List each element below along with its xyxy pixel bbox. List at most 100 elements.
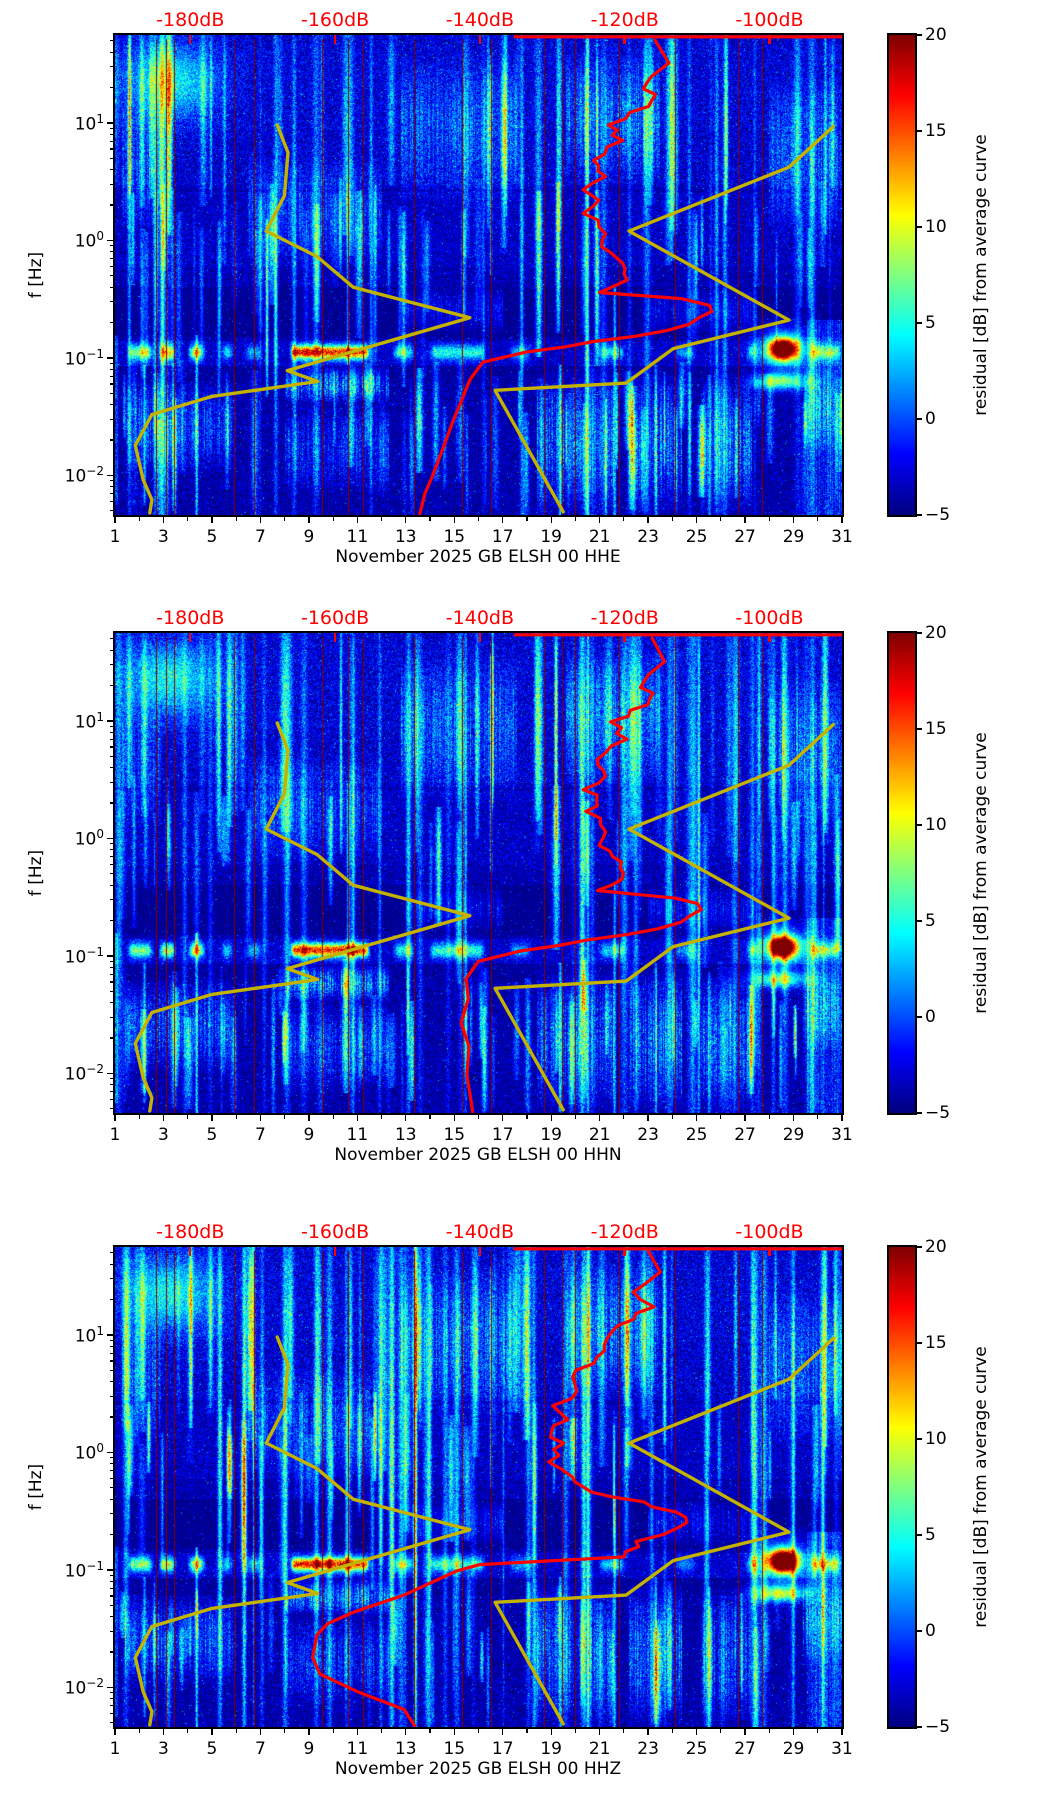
colorbar-tick-label: 0: [925, 1007, 936, 1027]
x-tick-label: 17: [491, 1739, 514, 1759]
x-minor-tick: [284, 1115, 286, 1119]
x-tick: [356, 1115, 359, 1121]
x-minor-tick: [235, 1729, 237, 1733]
x-tick: [453, 1115, 455, 1121]
x-tick: [744, 1729, 746, 1735]
x-minor-tick: [187, 1729, 189, 1733]
colorbar-tick-label: 20: [925, 1237, 947, 1257]
x-tick: [695, 517, 698, 523]
x-tick-label: 17: [491, 527, 514, 547]
colorbar-tick-label: 5: [925, 1525, 936, 1545]
x-tick: [453, 1729, 455, 1735]
x-tick-label: 15: [443, 1125, 466, 1145]
x-tick-label: 27: [734, 527, 756, 547]
x-minor-tick: [623, 517, 625, 521]
x-tick: [598, 1115, 601, 1121]
x-tick: [792, 1729, 795, 1735]
colorbar-tick: [917, 632, 922, 634]
x-tick: [211, 517, 213, 523]
x-tick-label: 25: [685, 527, 708, 547]
x-tick-label: 7: [254, 1739, 266, 1759]
x-tick: [647, 1115, 649, 1121]
x-tick-label: 23: [637, 1125, 659, 1145]
colorbar-label: residual [dB] from average curve: [971, 732, 991, 1014]
x-minor-tick: [477, 1729, 480, 1733]
x-tick: [841, 1729, 843, 1735]
x-minor-tick: [720, 1729, 722, 1733]
x-minor-tick: [671, 517, 673, 521]
x-tick: [647, 517, 649, 523]
x-tick: [598, 1729, 601, 1735]
x-tick-label: 19: [540, 1739, 563, 1759]
x-tick-label: 9: [303, 527, 315, 547]
x-minor-tick: [429, 1729, 431, 1733]
colorbar-tick-label: 15: [925, 121, 947, 141]
colorbar-tick-label: 15: [925, 1333, 947, 1353]
average-psd-curve: [311, 1248, 689, 1727]
x-tick-label: 11: [346, 1125, 369, 1145]
x-tick: [308, 1729, 310, 1735]
x-tick: [259, 1729, 262, 1735]
x-tick: [114, 517, 116, 523]
x-minor-tick: [720, 517, 722, 521]
curves-overlay: [133, 633, 842, 1113]
x-tick: [114, 1729, 116, 1735]
x-minor-tick: [574, 1115, 577, 1119]
colorbar-tick: [917, 824, 922, 826]
colorbar-tick: [917, 34, 922, 36]
colorbar-tick: [917, 1342, 922, 1344]
curves-overlay: [133, 35, 842, 515]
top-axis-tick-label: -100dB: [735, 607, 804, 629]
x-tick: [502, 1115, 504, 1121]
x-tick: [550, 1115, 552, 1121]
colorbar-tick-label: 0: [925, 409, 936, 429]
colorbar-tick-label: 10: [925, 217, 947, 237]
x-tick: [598, 517, 601, 523]
colorbar-label: residual [dB] from average curve: [971, 134, 991, 416]
x-tick: [162, 1729, 165, 1735]
x-tick: [308, 517, 310, 523]
x-tick: [792, 1115, 795, 1121]
nhnm-curve: [493, 124, 835, 514]
x-tick-label: 21: [588, 1125, 611, 1145]
x-tick-label: 29: [782, 1125, 805, 1145]
x-minor-tick: [429, 517, 431, 521]
x-minor-tick: [380, 1729, 383, 1733]
colorbar-tick: [917, 1438, 922, 1440]
x-tick: [695, 1115, 698, 1121]
x-tick-label: 5: [206, 527, 218, 547]
y-tick-label: 100: [74, 1441, 104, 1465]
colorbar-tick: [917, 920, 922, 922]
x-tick: [453, 517, 455, 523]
x-axis-title: November 2025 GB ELSH 00 HHZ: [334, 1759, 622, 1779]
x-tick-label: 31: [831, 1739, 853, 1759]
nlnm-curve: [133, 1335, 472, 1727]
x-minor-tick: [574, 1729, 577, 1733]
x-minor-tick: [671, 1115, 673, 1119]
colorbar: [887, 33, 917, 517]
x-minor-tick: [526, 1115, 528, 1119]
x-tick-label: 3: [158, 1125, 169, 1145]
x-minor-tick: [284, 517, 286, 521]
spectrogram-plot: [113, 631, 844, 1115]
top-axis-tick-label: -120dB: [590, 9, 659, 31]
spectrogram-canvas: [115, 633, 842, 1113]
y-tick-label: 10−2: [64, 1062, 104, 1086]
x-tick-label: 29: [782, 1739, 805, 1759]
nlnm-curve: [133, 123, 472, 515]
x-tick: [550, 517, 552, 523]
x-axis-title: November 2025 GB ELSH 00 HHE: [335, 547, 621, 567]
nhnm-curve: [493, 1336, 835, 1726]
spectrogram-plot: [113, 1245, 844, 1729]
x-tick-label: 25: [685, 1125, 708, 1145]
x-minor-tick: [235, 1115, 237, 1119]
x-minor-tick: [817, 1115, 819, 1119]
x-tick-label: 9: [303, 1125, 315, 1145]
spectrogram-plot: [113, 33, 844, 517]
x-minor-tick: [817, 1729, 819, 1733]
y-tick-label: 10−2: [64, 1676, 104, 1700]
y-tick-label: 10−1: [64, 346, 104, 370]
spectrogram-canvas: [115, 1247, 842, 1727]
colorbar-tick: [917, 130, 922, 132]
x-tick-label: 23: [637, 527, 659, 547]
